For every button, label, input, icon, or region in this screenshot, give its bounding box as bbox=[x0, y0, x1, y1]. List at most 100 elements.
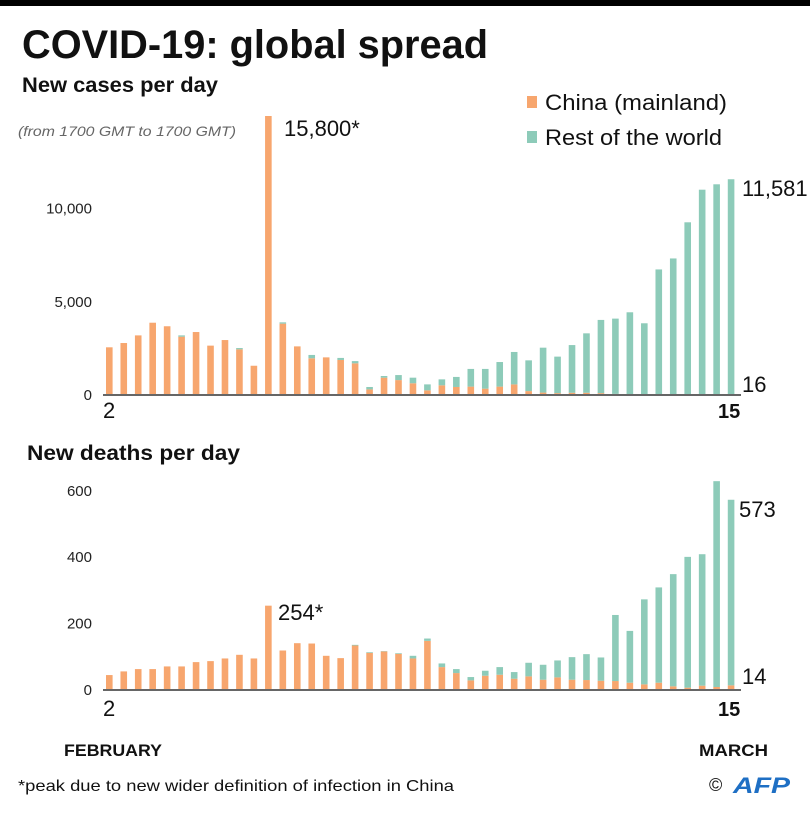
deaths-bar-china bbox=[178, 666, 185, 690]
cases-bar-world bbox=[236, 348, 243, 350]
deaths-bar-world bbox=[467, 677, 475, 681]
cases-bar-china bbox=[438, 385, 446, 395]
cases-bar-china bbox=[120, 343, 128, 395]
cases-y-axis: 0 5,000 10,000 bbox=[46, 201, 92, 404]
deaths-bar-world bbox=[366, 652, 373, 653]
cases-bar-china bbox=[106, 347, 113, 395]
deaths-bar-world bbox=[568, 657, 576, 680]
deaths-bar-china bbox=[207, 661, 214, 690]
deaths-bar-china bbox=[134, 669, 142, 690]
deaths-bar-china bbox=[221, 658, 229, 690]
cases-bar-world bbox=[510, 351, 518, 385]
cases-bar-china bbox=[337, 359, 344, 395]
cases-bar-world bbox=[438, 379, 446, 386]
cases-bar-china bbox=[496, 386, 504, 395]
copyright-symbol: © bbox=[709, 775, 722, 795]
deaths-bar-china bbox=[684, 687, 691, 690]
cases-bar-china bbox=[525, 391, 532, 395]
legend-label-china: China (mainland) bbox=[545, 90, 727, 115]
cases-bar-world bbox=[366, 386, 373, 390]
cases-bar-world bbox=[698, 189, 706, 395]
cases-time-note: (from 1700 GMT to 1700 GMT) bbox=[18, 123, 236, 139]
cases-x-start-label: 2 bbox=[103, 398, 115, 423]
deaths-bar-world bbox=[626, 630, 634, 683]
cases-y-tick-label: 0 bbox=[84, 387, 92, 404]
cases-bar-world bbox=[641, 323, 648, 395]
cases-bar-china bbox=[453, 386, 460, 395]
top-bar bbox=[0, 0, 810, 6]
deaths-bar-world bbox=[684, 556, 691, 688]
afp-logo: AFP bbox=[732, 773, 791, 798]
deaths-x-start-label: 2 bbox=[103, 696, 115, 721]
deaths-bar-world bbox=[655, 587, 663, 683]
deaths-bar-china bbox=[727, 685, 735, 690]
month-label-march: MARCH bbox=[699, 741, 768, 760]
deaths-bar-world bbox=[510, 672, 518, 679]
cases-bar-china bbox=[134, 335, 142, 395]
deaths-last-china-label: 14 bbox=[742, 664, 766, 689]
cases-bar-world bbox=[568, 345, 576, 393]
deaths-bar-china bbox=[424, 640, 431, 690]
deaths-chart-title: New deaths per day bbox=[27, 442, 240, 465]
deaths-bar-world bbox=[453, 669, 460, 674]
deaths-y-tick-label: 0 bbox=[84, 682, 92, 699]
deaths-y-tick-label: 600 bbox=[67, 483, 92, 500]
deaths-bar-china bbox=[293, 643, 301, 690]
cases-bar-world bbox=[178, 335, 185, 337]
cases-bar-china bbox=[467, 386, 475, 395]
deaths-bar-world bbox=[641, 599, 648, 685]
deaths-bar-china bbox=[496, 674, 504, 690]
cases-bar-world bbox=[612, 318, 619, 394]
cases-bar-world bbox=[684, 222, 691, 395]
deaths-last-total-label: 573 bbox=[739, 497, 776, 522]
deaths-bar-china bbox=[337, 658, 344, 690]
deaths-bar-world bbox=[409, 655, 417, 659]
cases-bar-china bbox=[207, 345, 214, 395]
cases-bar-china bbox=[192, 332, 200, 395]
cases-bar-china bbox=[539, 392, 547, 395]
deaths-bar-china bbox=[554, 677, 561, 690]
cases-bar-world bbox=[308, 354, 316, 359]
deaths-bar-china bbox=[279, 650, 287, 690]
cases-bar-world bbox=[453, 376, 460, 387]
deaths-bar-world bbox=[395, 653, 402, 654]
deaths-bar-china bbox=[149, 669, 156, 690]
deaths-bars bbox=[106, 481, 735, 690]
cases-last-china-label: 16 bbox=[742, 372, 766, 397]
deaths-bar-china bbox=[265, 605, 272, 690]
deaths-bar-china bbox=[612, 681, 619, 690]
cases-bar-china bbox=[424, 390, 431, 395]
footnote: *peak due to new wider definition of inf… bbox=[18, 778, 454, 795]
deaths-bar-china bbox=[250, 658, 258, 690]
cases-bar-china bbox=[322, 357, 330, 395]
deaths-bar-world bbox=[481, 670, 489, 676]
cases-bar-world bbox=[669, 258, 677, 395]
deaths-bar-china bbox=[453, 673, 460, 690]
deaths-bar-china bbox=[713, 687, 720, 690]
cases-bars bbox=[106, 116, 735, 395]
cases-bar-china bbox=[583, 392, 590, 395]
cases-bar-world bbox=[351, 361, 359, 364]
deaths-bar-world bbox=[727, 499, 735, 686]
cases-bar-china bbox=[409, 383, 417, 395]
deaths-bar-china bbox=[510, 678, 518, 690]
deaths-bar-world bbox=[669, 574, 677, 687]
cases-bar-china bbox=[510, 384, 518, 395]
cases-chart-title: New cases per day bbox=[22, 74, 218, 97]
cases-bar-world bbox=[727, 179, 735, 395]
deaths-bar-china bbox=[409, 658, 417, 690]
deaths-bar-china bbox=[192, 662, 200, 690]
deaths-bar-china bbox=[698, 685, 706, 690]
deaths-peak-label: 254* bbox=[278, 600, 324, 625]
deaths-bar-world bbox=[525, 662, 532, 677]
deaths-bar-china bbox=[626, 682, 634, 690]
cases-bar-world bbox=[525, 360, 532, 392]
deaths-bar-world bbox=[713, 481, 720, 688]
cases-x-end-label: 15 bbox=[718, 401, 740, 423]
month-label-february: FEBRUARY bbox=[64, 741, 163, 760]
cases-bar-china bbox=[178, 336, 185, 395]
deaths-bar-china bbox=[308, 643, 316, 690]
cases-bar-china bbox=[351, 363, 359, 395]
deaths-y-axis: 0 200 400 600 bbox=[67, 483, 92, 699]
